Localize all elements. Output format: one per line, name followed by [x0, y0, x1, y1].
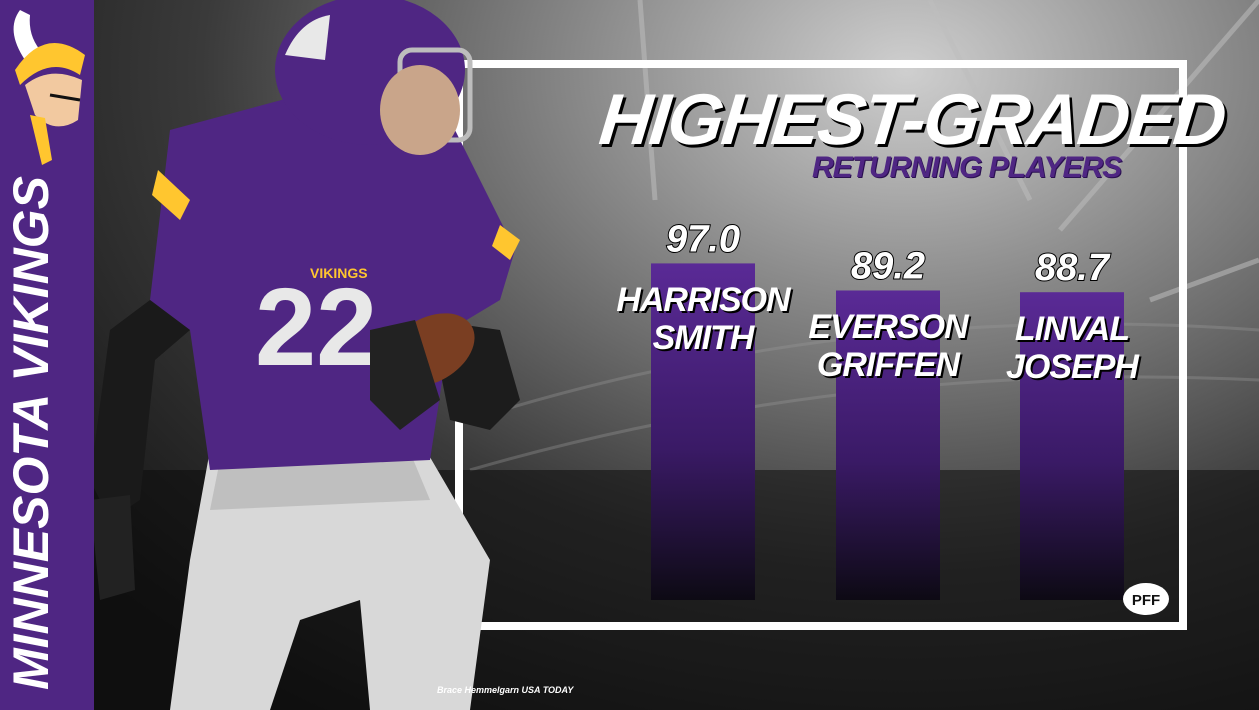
chart-subtitle: RETURNING PLAYERS [812, 151, 1122, 184]
player-name-1-line-0: EVERSON [808, 308, 968, 347]
player-name-0-line-0: HARRISON [616, 281, 790, 320]
player-photo: 22 VIKINGS [90, 0, 520, 710]
player-name-1-line-1: GRIFFEN [816, 346, 960, 385]
bar-2 [1020, 292, 1124, 600]
vikings-logo-icon [13, 10, 85, 165]
player-name-2-line-0: LINVAL [1014, 310, 1130, 349]
bar-0 [651, 263, 755, 600]
value-label-2: 88.7 [1035, 247, 1111, 289]
chart-title: HIGHEST-GRADED [595, 80, 1229, 160]
team-name: MINNESOTA VIKINGS [3, 176, 59, 690]
jersey-wordmark: VIKINGS [310, 265, 368, 281]
bar-1 [836, 290, 940, 600]
player-name-2-line-1: JOSEPH [1006, 348, 1139, 387]
brand-label: PFF [1132, 592, 1160, 609]
photo-credit: Brace Hemmelgarn USA TODAY [437, 685, 574, 695]
pff-logo-icon: PFF [1123, 583, 1169, 615]
value-label-0: 97.0 [666, 218, 740, 260]
value-label-1: 89.2 [851, 245, 925, 287]
player-name-0-line-1: SMITH [652, 319, 755, 358]
team-sidebar: MINNESOTA VIKINGS [0, 0, 94, 710]
jersey-number: 22 [255, 266, 377, 389]
